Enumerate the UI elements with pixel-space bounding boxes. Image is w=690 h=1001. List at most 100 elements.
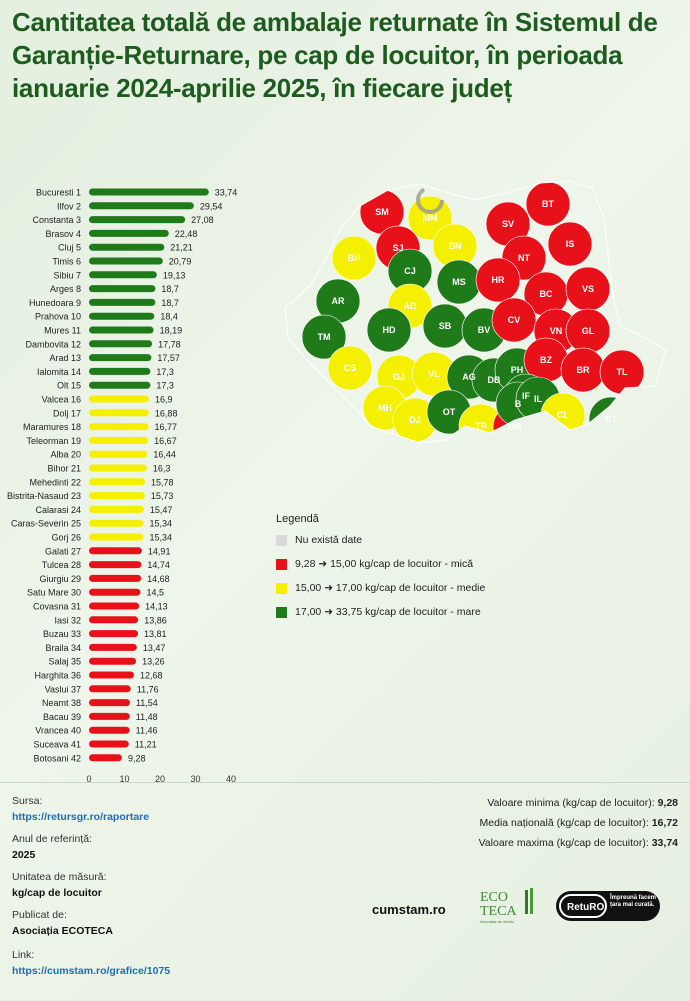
ecoteca-book-icon <box>525 890 528 914</box>
cumstam-logo: cumstam.ro <box>372 902 446 917</box>
county-label: CT <box>605 414 617 424</box>
category-label: Neamt 38 <box>42 698 81 708</box>
county-label: GL <box>582 326 595 336</box>
value-label: 16,44 <box>153 450 176 460</box>
value-label: 22,48 <box>175 229 198 239</box>
category-label: Calarasi 24 <box>35 505 81 515</box>
county-region <box>366 307 412 353</box>
value-label: 16,88 <box>155 408 178 418</box>
county-label: IL <box>534 394 543 404</box>
value-label: 19,13 <box>163 270 186 280</box>
county-label: SM <box>375 207 389 217</box>
value-label: 13,26 <box>142 657 165 667</box>
category-label: Arad 13 <box>49 353 81 363</box>
category-label: Hunedoara 9 <box>29 298 81 308</box>
county-label: OT <box>443 407 456 417</box>
bar <box>89 505 144 513</box>
category-label: Brasov 4 <box>45 229 81 239</box>
county-label: B <box>515 399 522 409</box>
bar <box>89 533 144 541</box>
map-legend: Legendă Nu există date 9,28 ➜ 15,00 kg/c… <box>276 513 485 621</box>
category-label: Mehedinti 22 <box>29 477 81 487</box>
avg-value: 16,72 <box>651 817 678 829</box>
category-label: Gorj 26 <box>51 533 81 543</box>
legend-label: 17,00 ➜ 33,75 kg/cap de locuitor - mare <box>295 606 481 618</box>
county-region <box>301 314 347 360</box>
bar <box>89 243 165 251</box>
county-label: VN <box>550 326 563 336</box>
bar <box>89 464 147 472</box>
county-region <box>491 297 537 343</box>
value-label: 16,9 <box>155 395 173 405</box>
value-label: 18,7 <box>161 284 179 294</box>
value-label: 9,28 <box>128 753 146 763</box>
legend-label: Nu există date <box>295 534 363 546</box>
category-label: Vaslui 37 <box>45 684 81 694</box>
max-value: 33,74 <box>651 837 678 849</box>
bar-chart: Bucuresti 1 33,74 Ilfov 2 29,54 Constanta 3 2… <box>7 188 238 784</box>
x-tick-label: 0 <box>86 774 91 784</box>
legend-item-high: 17,00 ➜ 33,75 kg/cap de locuitor - mare <box>276 603 485 621</box>
category-label: Galati 27 <box>45 546 81 556</box>
bar <box>89 754 122 762</box>
source-link[interactable]: https://retursgr.ro/raportare <box>12 811 150 823</box>
legend-label: 9,28 ➜ 15,00 kg/cap de locuitor - mică <box>295 558 474 570</box>
category-label: Dambovita 12 <box>25 339 81 349</box>
bar <box>89 409 149 417</box>
bar <box>89 630 139 638</box>
county-label: PH <box>511 365 524 375</box>
county-label: SB <box>439 321 452 331</box>
legend-item-medium: 15,00 ➜ 17,00 kg/cap de locuitor - medie <box>276 579 485 597</box>
ecoteca-logo-line2: TECA <box>480 904 517 919</box>
county-label: DJ <box>409 415 421 425</box>
bar <box>89 685 131 693</box>
value-label: 18,7 <box>161 298 179 308</box>
bar <box>89 712 130 720</box>
county-label: BR <box>577 365 590 375</box>
bar <box>89 381 151 389</box>
county-region <box>475 257 521 303</box>
category-label: Botosani 42 <box>33 753 81 763</box>
max-value-row: Valoare maxima (kg/cap de locuitor): 33,… <box>479 837 678 849</box>
link-label: Link: <box>12 949 35 961</box>
county-label: DB <box>488 375 501 385</box>
value-label: 14,91 <box>148 546 171 556</box>
value-label: 17,3 <box>156 381 174 391</box>
value-label: 33,74 <box>215 188 238 198</box>
county-label: TR <box>475 421 487 431</box>
loading-spinner-icon <box>416 186 444 214</box>
unit-label: Unitatea de măsură: <box>12 871 107 883</box>
value-label: 15,34 <box>149 519 172 529</box>
footer: Sursa: https://retursgr.ro/raportare Anu… <box>0 782 690 1001</box>
x-tick-label: 40 <box>226 774 236 784</box>
bar <box>89 643 137 651</box>
legend-swatch <box>276 582 287 594</box>
category-label: Satu Mare 30 <box>27 588 81 598</box>
ecoteca-logo-line1: ECO <box>480 890 508 905</box>
category-label: Suceava 41 <box>33 740 81 750</box>
max-label: Valoare maxima (kg/cap de locuitor): <box>478 837 649 849</box>
returo-loop-icon <box>559 894 607 918</box>
bar <box>89 271 157 279</box>
category-label: Buzau 33 <box>43 629 81 639</box>
chart-link[interactable]: https://cumstam.ro/grafice/1075 <box>12 965 171 977</box>
value-label: 16,3 <box>153 464 171 474</box>
county-label: SV <box>502 219 514 229</box>
ref-year-value: 2025 <box>12 849 36 861</box>
category-label: Timis 6 <box>52 257 81 267</box>
bar <box>89 657 137 665</box>
value-label: 15,78 <box>151 477 174 487</box>
bar <box>89 340 153 348</box>
bar <box>89 602 140 610</box>
bar <box>89 354 152 362</box>
county-region <box>331 235 377 281</box>
legend-item-no-data: Nu există date <box>276 531 485 549</box>
value-label: 13,86 <box>144 615 167 625</box>
county-label: BV <box>478 325 491 335</box>
bar <box>89 671 135 679</box>
category-label: Prahova 10 <box>35 312 81 322</box>
value-label: 15,47 <box>150 505 173 515</box>
category-label: Caras-Severin 25 <box>11 519 81 529</box>
bar <box>89 726 130 734</box>
